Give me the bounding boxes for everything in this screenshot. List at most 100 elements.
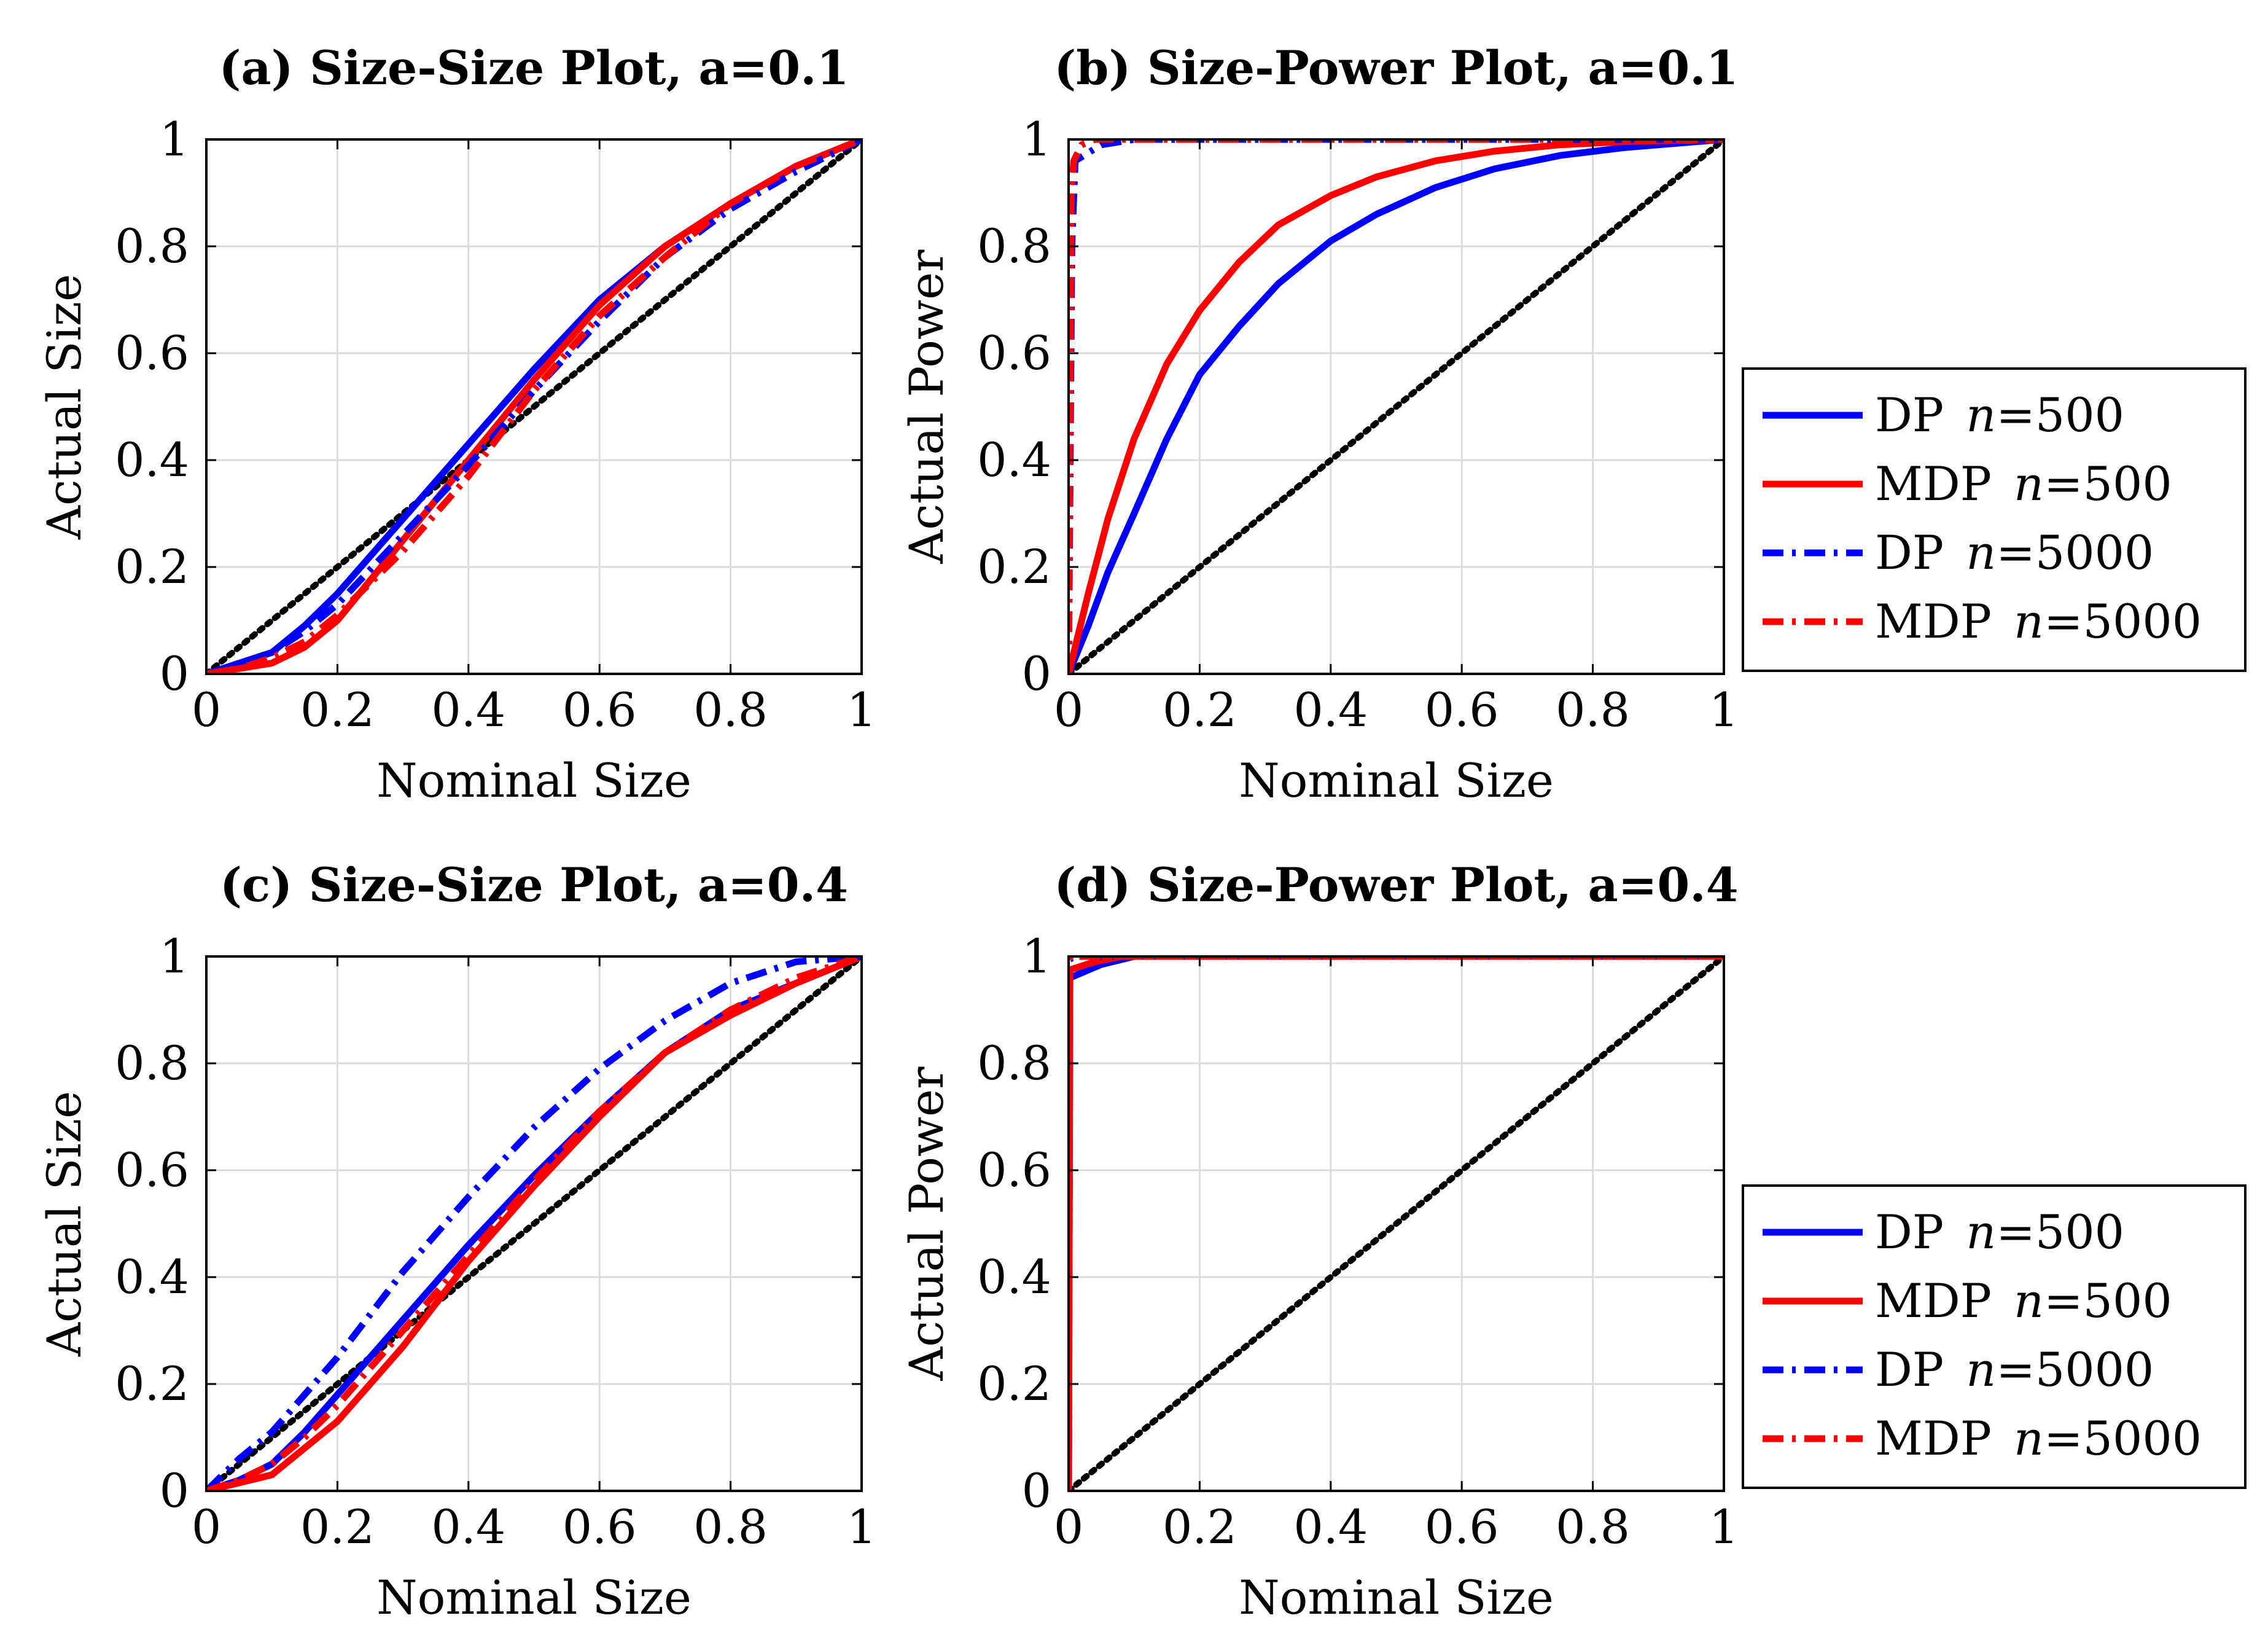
y-tick-label: 1 bbox=[1022, 929, 1051, 983]
x-tick-label: 0.4 bbox=[1293, 682, 1368, 737]
series-line-dp-n-5000 bbox=[206, 139, 862, 674]
x-tick-label: 0 bbox=[192, 682, 221, 737]
legend-entry-name: DP bbox=[1875, 388, 1958, 442]
y-tick-label: 0 bbox=[160, 646, 189, 701]
panel-a: (a) Size-Size Plot, a=0.1 0 0.2 0.4 0.6 0.8 1 0… bbox=[37, 41, 876, 808]
legend-entry-name: DP bbox=[1875, 1205, 1958, 1259]
x-axis-label: Nominal Size bbox=[1239, 1570, 1554, 1625]
y-tick-label: 0.6 bbox=[115, 1143, 189, 1197]
y-tick-label: 0.8 bbox=[115, 219, 189, 273]
legend-entry-label: DP n=500 bbox=[1875, 388, 2124, 442]
reference-diagonal-line bbox=[206, 139, 862, 674]
y-axis-label: Actual Size bbox=[37, 274, 92, 540]
panel-c: (c) Size-Size Plot, a=0.4 0 0.2 0.4 0.6 0.8 1 0… bbox=[37, 858, 876, 1625]
legend-entry-name: DP bbox=[1875, 525, 1958, 580]
grid bbox=[1069, 139, 1724, 674]
y-tick-label: 0.6 bbox=[977, 1143, 1051, 1197]
y-tick-label: 0.2 bbox=[115, 1356, 189, 1411]
chart-title: (a) Size-Size Plot, a=0.1 bbox=[219, 41, 849, 95]
legend-entry-label: MDP n=500 bbox=[1875, 1273, 2172, 1328]
grid bbox=[206, 139, 862, 674]
legend-entry-value: =5000 bbox=[2044, 1411, 2202, 1466]
x-tick-label: 0 bbox=[192, 1499, 221, 1554]
x-tick-label: 1 bbox=[1709, 682, 1739, 737]
grid bbox=[1069, 956, 1724, 1491]
y-tick-label: 0.4 bbox=[115, 432, 189, 487]
y-tick-label: 0.6 bbox=[977, 326, 1051, 380]
y-tick-label: 0 bbox=[160, 1463, 189, 1518]
y-tick-label: 0.4 bbox=[977, 1249, 1051, 1304]
legend-entry-value: =5000 bbox=[1996, 525, 2154, 580]
chart-title: (d) Size-Power Plot, a=0.4 bbox=[1054, 858, 1738, 912]
legend-entry-label: DP n=5000 bbox=[1875, 1342, 2154, 1397]
y-tick-label: 0 bbox=[1022, 646, 1051, 701]
legend-entry-label: DP n=5000 bbox=[1875, 525, 2154, 580]
legend-entry-value: =500 bbox=[2044, 456, 2172, 511]
grid bbox=[206, 956, 862, 1491]
plot-area bbox=[1069, 956, 1724, 1491]
legend-entry-value: =500 bbox=[1996, 1205, 2124, 1259]
legend-entry-var: n bbox=[2014, 456, 2044, 511]
legend-entry-label: DP n=500 bbox=[1875, 1205, 2124, 1259]
y-tick-label: 1 bbox=[1022, 112, 1051, 166]
x-tick-label: 0.8 bbox=[1556, 1499, 1630, 1554]
y-tick-label: 0.8 bbox=[115, 1036, 189, 1090]
plot-area bbox=[206, 139, 862, 674]
y-tick-label: 0.2 bbox=[977, 539, 1051, 594]
legend-entry-name: MDP bbox=[1875, 1273, 2006, 1328]
x-tick-label: 1 bbox=[847, 682, 876, 737]
x-tick-label: 0.2 bbox=[1163, 682, 1237, 737]
axes-frame bbox=[1067, 955, 1725, 1492]
chart-title: (c) Size-Size Plot, a=0.4 bbox=[220, 858, 848, 912]
legend-box bbox=[1742, 367, 2247, 672]
x-tick-label: 0 bbox=[1054, 1499, 1083, 1554]
series-line-mdp-n-5000 bbox=[206, 139, 862, 674]
plot-area bbox=[206, 956, 862, 1491]
series-line-dp-n-5000 bbox=[206, 956, 862, 1491]
y-tick-label: 1 bbox=[160, 929, 189, 983]
x-tick-label: 0.4 bbox=[431, 682, 505, 737]
plot-area bbox=[1069, 139, 1724, 674]
x-tick-label: 0.6 bbox=[563, 1499, 637, 1554]
y-axis-label: Actual Power bbox=[899, 1066, 954, 1382]
x-tick-label: 0 bbox=[1054, 682, 1083, 737]
x-tick-label: 0.8 bbox=[693, 1499, 768, 1554]
y-tick-label: 0.4 bbox=[977, 432, 1051, 487]
legend-entry-name: MDP bbox=[1875, 1411, 2006, 1466]
x-axis-label: Nominal Size bbox=[1239, 753, 1554, 808]
x-axis-label: Nominal Size bbox=[376, 753, 692, 808]
y-axis-label: Actual Power bbox=[899, 249, 954, 565]
series-line-mdp-n-5000 bbox=[1069, 139, 1724, 674]
legend-entry-var: n bbox=[1966, 525, 1996, 580]
legend-entry-var: n bbox=[2014, 1273, 2044, 1328]
legend-entry-name: MDP bbox=[1875, 594, 2006, 649]
x-axis-label: Nominal Size bbox=[376, 1570, 692, 1625]
series-line-mdp-n-5000 bbox=[206, 956, 862, 1491]
reference-diagonal-line bbox=[1069, 956, 1724, 1491]
legend-entry-var: n bbox=[1966, 1205, 1996, 1259]
panel-b: (b) Size-Power Plot, a=0.1 0 0.2 0.4 0.6 0.8 1… bbox=[899, 41, 1739, 808]
legend-box bbox=[1742, 1184, 2247, 1489]
x-tick-label: 1 bbox=[847, 1499, 876, 1554]
legend-entry-value: =5000 bbox=[1996, 1342, 2154, 1397]
x-tick-label: 0.6 bbox=[1425, 682, 1499, 737]
legend-entry-var: n bbox=[2014, 1411, 2044, 1466]
legend-entry-label: MDP n=5000 bbox=[1875, 1411, 2202, 1466]
reference-diagonal-line bbox=[1069, 139, 1724, 674]
y-tick-label: 0.4 bbox=[115, 1249, 189, 1304]
legend-entry-value: =5000 bbox=[2044, 594, 2202, 649]
x-tick-label: 0.2 bbox=[1163, 1499, 1237, 1554]
y-tick-label: 0.2 bbox=[115, 539, 189, 594]
series-line-mdp-n-500 bbox=[1069, 139, 1724, 674]
x-tick-label: 0.4 bbox=[431, 1499, 505, 1554]
legend-entry-label: MDP n=5000 bbox=[1875, 594, 2202, 649]
x-tick-label: 1 bbox=[1709, 1499, 1739, 1554]
axes-frame bbox=[205, 138, 863, 675]
x-tick-label: 0.6 bbox=[563, 682, 637, 737]
x-tick-label: 0.2 bbox=[300, 1499, 375, 1554]
legend-entry-value: =500 bbox=[2044, 1273, 2172, 1328]
legend-entry-name: MDP bbox=[1875, 456, 2006, 511]
